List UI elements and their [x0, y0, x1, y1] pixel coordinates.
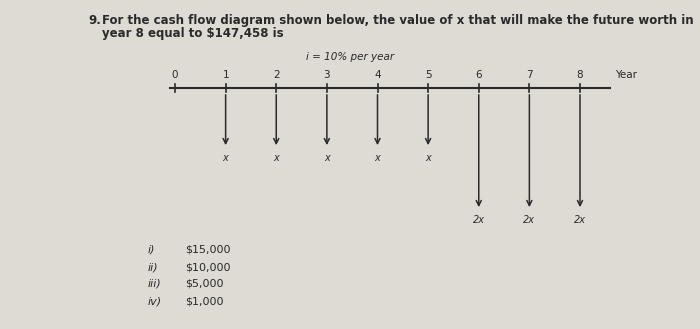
Text: For the cash flow diagram shown below, the value of x that will make the future : For the cash flow diagram shown below, t… — [102, 14, 694, 27]
Text: x: x — [324, 153, 330, 163]
Text: 5: 5 — [425, 70, 431, 80]
Text: $1,000: $1,000 — [185, 296, 223, 306]
Text: i = 10% per year: i = 10% per year — [306, 52, 394, 62]
Text: iv): iv) — [148, 296, 162, 306]
Text: $5,000: $5,000 — [185, 279, 223, 289]
Text: $10,000: $10,000 — [185, 262, 230, 272]
Text: 2x: 2x — [574, 215, 586, 225]
Text: 2x: 2x — [473, 215, 484, 225]
Text: 3: 3 — [323, 70, 330, 80]
Text: ii): ii) — [148, 262, 159, 272]
Text: 1: 1 — [223, 70, 229, 80]
Text: $15,000: $15,000 — [185, 245, 230, 255]
Text: 2x: 2x — [524, 215, 536, 225]
Text: Year: Year — [615, 70, 637, 80]
Text: 2: 2 — [273, 70, 279, 80]
Text: 6: 6 — [475, 70, 482, 80]
Text: 4: 4 — [374, 70, 381, 80]
Text: x: x — [374, 153, 380, 163]
Text: x: x — [426, 153, 431, 163]
Text: 9.: 9. — [88, 14, 101, 27]
Text: iii): iii) — [148, 279, 162, 289]
Text: 0: 0 — [172, 70, 178, 80]
Text: year 8 equal to $147,458 is: year 8 equal to $147,458 is — [102, 27, 284, 40]
Text: 8: 8 — [577, 70, 583, 80]
Text: i): i) — [148, 245, 155, 255]
Text: 7: 7 — [526, 70, 533, 80]
Text: x: x — [274, 153, 279, 163]
Text: x: x — [223, 153, 228, 163]
